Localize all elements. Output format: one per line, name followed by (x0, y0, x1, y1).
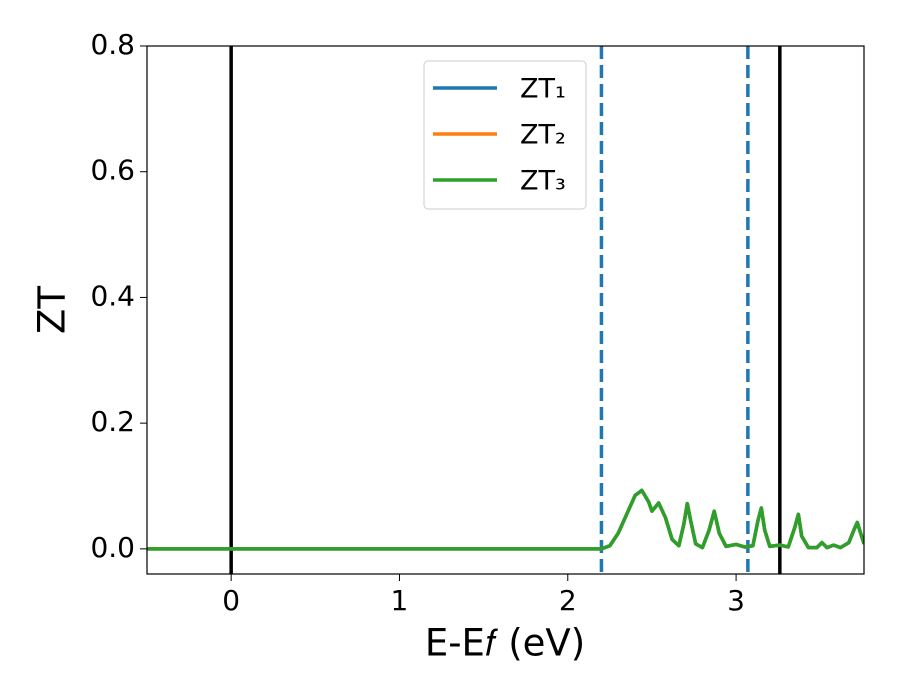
legend-box (423, 60, 587, 210)
series-line (147, 488, 864, 551)
y-axis-label: ZT (31, 286, 74, 334)
legend-label: ZT₃ (520, 166, 566, 197)
x-axis-label: E-E𝑓 (eV) (425, 622, 585, 665)
x-tick-label: 3 (727, 584, 745, 617)
x-tick-label: 1 (391, 584, 409, 617)
y-tick-label: 0.4 (90, 279, 135, 312)
legend-label: ZT₂ (520, 120, 566, 151)
y-tick-label: 0.8 (90, 28, 135, 61)
plot-frame (146, 45, 865, 575)
y-tick-label: 0.2 (90, 405, 135, 438)
legend-label: ZT₁ (520, 74, 566, 105)
x-tick-label: 0 (222, 584, 240, 617)
x-tick-label: 2 (559, 584, 577, 617)
plot-area (147, 46, 864, 574)
y-tick-label: 0.0 (90, 531, 135, 564)
y-tick-label: 0.6 (90, 154, 135, 187)
